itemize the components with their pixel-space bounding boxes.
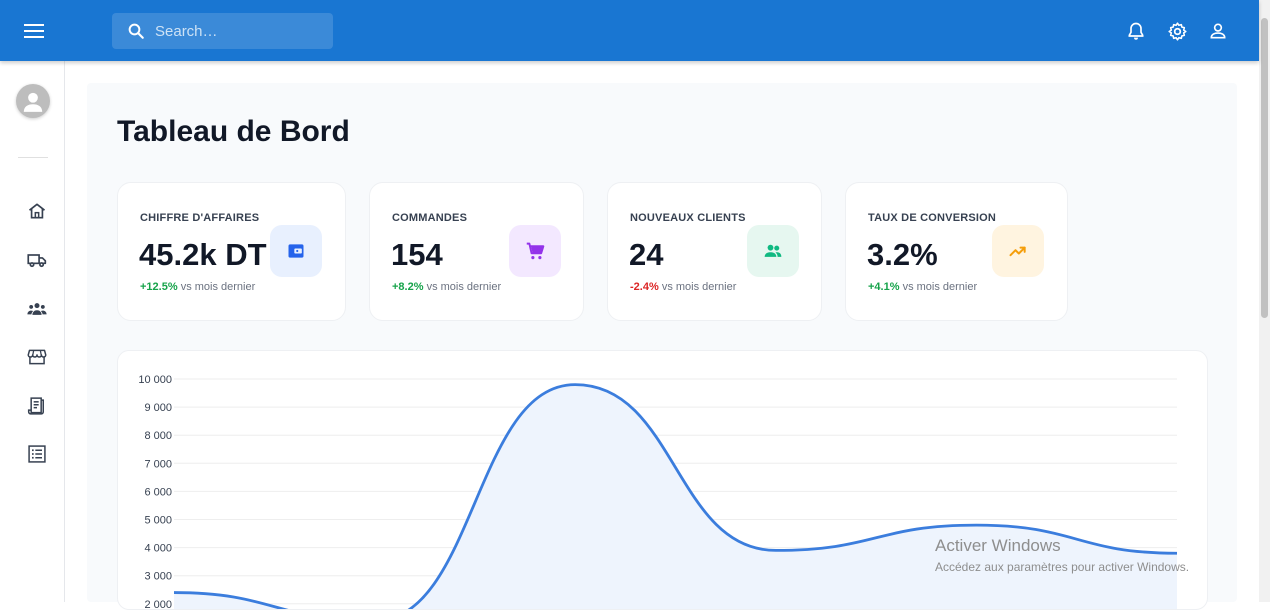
stat-trend: +12.5% vs mois dernier bbox=[140, 281, 255, 293]
sidebar bbox=[0, 61, 65, 602]
search-icon bbox=[128, 23, 144, 39]
stat-value: 3.2% bbox=[867, 237, 938, 272]
avatar[interactable] bbox=[16, 84, 50, 118]
stat-change: +12.5% bbox=[140, 281, 178, 293]
people-icon bbox=[764, 244, 782, 257]
receipt-icon bbox=[27, 397, 44, 415]
y-tick-label: 2 000 bbox=[144, 599, 172, 610]
y-tick-label: 8 000 bbox=[144, 430, 172, 442]
stat-card-new-clients: NOUVEAUX CLIENTS 24 -2.4% vs mois dernie… bbox=[607, 182, 822, 321]
sidebar-divider bbox=[18, 157, 48, 158]
y-tick-label: 5 000 bbox=[144, 515, 172, 527]
account-button[interactable] bbox=[1207, 20, 1229, 42]
series-area bbox=[174, 384, 1177, 609]
stat-label: COMMANDES bbox=[392, 212, 468, 224]
sidebar-item-list[interactable] bbox=[24, 441, 50, 467]
y-tick-label: 3 000 bbox=[144, 571, 172, 583]
stat-value: 154 bbox=[391, 237, 443, 272]
sales-chart-card: 10 000 9 000 8 000 7 000 6 000 5 000 4 000 3 00… bbox=[117, 350, 1208, 610]
menu-button[interactable] bbox=[18, 19, 50, 43]
list-icon bbox=[28, 445, 46, 463]
sidebar-item-delivery[interactable] bbox=[24, 247, 50, 273]
y-tick-label: 6 000 bbox=[144, 486, 172, 498]
stat-icon-badge bbox=[992, 225, 1044, 277]
vertical-scrollbar[interactable] bbox=[1259, 0, 1270, 602]
stat-suffix: vs mois dernier bbox=[902, 281, 978, 293]
truck-icon bbox=[27, 254, 47, 268]
stat-card-orders: COMMANDES 154 +8.2% vs mois dernier bbox=[369, 182, 584, 321]
person-icon bbox=[23, 92, 43, 112]
watermark-title: Activer Windows bbox=[935, 536, 1061, 555]
menu-icon bbox=[24, 24, 44, 38]
user-icon bbox=[1210, 23, 1226, 39]
stat-value: 24 bbox=[629, 237, 664, 272]
stat-trend: +8.2% vs mois dernier bbox=[392, 281, 501, 293]
y-tick-label: 4 000 bbox=[144, 543, 172, 555]
stat-trend: -2.4% vs mois dernier bbox=[630, 281, 736, 293]
stat-change: +4.1% bbox=[868, 281, 900, 293]
search-box[interactable] bbox=[112, 13, 333, 49]
stat-suffix: vs mois dernier bbox=[661, 281, 737, 293]
stat-suffix: vs mois dernier bbox=[426, 281, 502, 293]
gear-icon bbox=[1167, 21, 1187, 41]
y-tick-label: 7 000 bbox=[144, 458, 172, 470]
notifications-button[interactable] bbox=[1125, 20, 1147, 42]
bell-icon bbox=[1128, 22, 1144, 40]
stat-label: NOUVEAUX CLIENTS bbox=[630, 212, 746, 224]
cart-icon bbox=[526, 242, 544, 259]
stat-icon-badge bbox=[270, 225, 322, 277]
sidebar-item-clients[interactable] bbox=[24, 296, 50, 322]
top-app-bar bbox=[0, 0, 1259, 61]
stat-trend: +4.1% vs mois dernier bbox=[868, 281, 977, 293]
stat-value: 45.2k DT bbox=[139, 237, 267, 272]
stat-card-revenue: CHIFFRE D'AFFAIRES 45.2k DT +12.5% vs mo… bbox=[117, 182, 346, 321]
store-icon bbox=[27, 349, 47, 365]
wallet-icon bbox=[288, 244, 304, 258]
stat-card-conversion-rate: TAUX DE CONVERSION 3.2% +4.1% vs mois de… bbox=[845, 182, 1068, 321]
series-line bbox=[173, 383, 1178, 609]
stat-label: TAUX DE CONVERSION bbox=[868, 212, 997, 224]
sidebar-item-invoices[interactable] bbox=[24, 393, 50, 419]
group-icon bbox=[27, 303, 47, 315]
main-content: Tableau de Bord CHIFFRE D'AFFAIRES 45.2k… bbox=[87, 83, 1237, 610]
settings-button[interactable] bbox=[1166, 20, 1188, 42]
stat-change: +8.2% bbox=[392, 281, 424, 293]
trending-up-icon bbox=[1009, 246, 1026, 257]
scrollbar-thumb[interactable] bbox=[1261, 18, 1268, 318]
stat-icon-badge bbox=[509, 225, 561, 277]
y-tick-label: 9 000 bbox=[144, 402, 172, 414]
watermark-subtitle: Accédez aux paramètres pour activer Wind… bbox=[935, 560, 1190, 574]
search-input[interactable] bbox=[155, 22, 315, 40]
page-title: Tableau de Bord bbox=[117, 115, 350, 148]
sidebar-item-store[interactable] bbox=[24, 344, 50, 370]
windows-activation-watermark: Activer Windows Accédez aux paramètres p… bbox=[935, 536, 1189, 574]
stat-icon-badge bbox=[747, 225, 799, 277]
home-icon bbox=[28, 203, 46, 219]
y-tick-label: 10 000 bbox=[138, 374, 172, 386]
stat-label: CHIFFRE D'AFFAIRES bbox=[140, 212, 260, 224]
stat-change: -2.4% bbox=[630, 281, 659, 293]
sidebar-item-home[interactable] bbox=[24, 198, 50, 224]
stat-suffix: vs mois dernier bbox=[180, 281, 256, 293]
